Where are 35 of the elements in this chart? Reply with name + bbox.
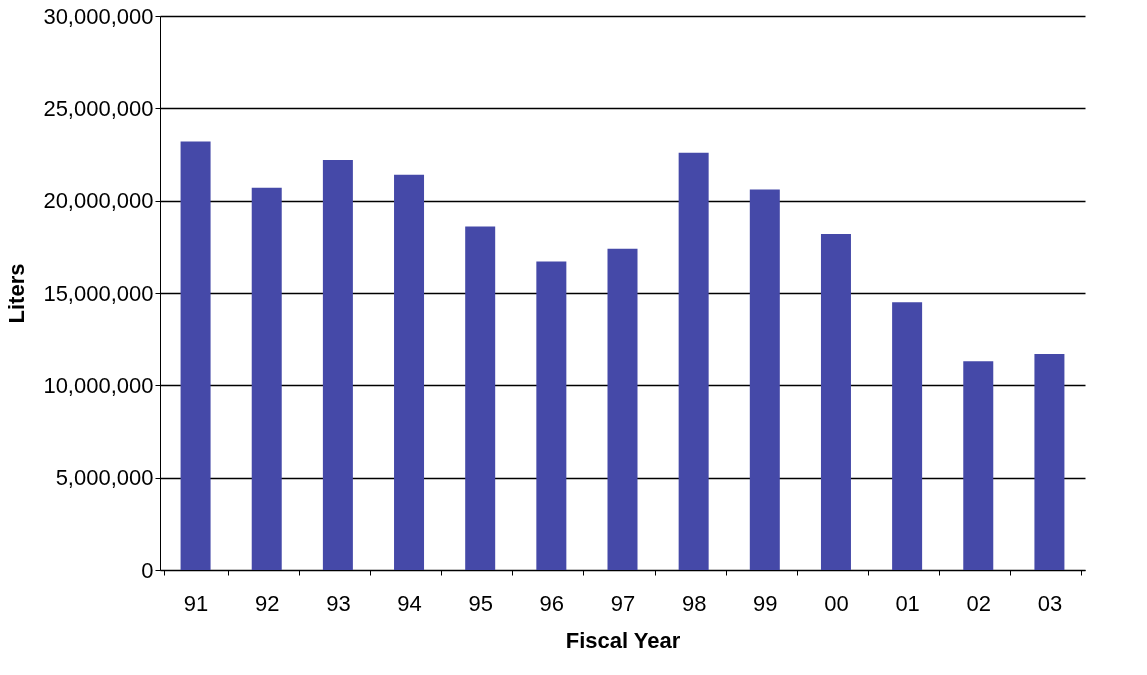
y-tick-label: 5,000,000 bbox=[55, 465, 154, 491]
x-tick-label: 93 bbox=[326, 590, 351, 616]
bar bbox=[251, 187, 282, 570]
bar bbox=[749, 189, 780, 570]
x-tick-label: 92 bbox=[254, 590, 280, 616]
x-tick-label: 91 bbox=[183, 590, 209, 616]
bar bbox=[394, 174, 425, 570]
x-tick-label: 97 bbox=[610, 590, 636, 616]
y-tick-label: 0 bbox=[141, 557, 154, 583]
x-tick-label: 01 bbox=[895, 590, 920, 616]
x-tick-label: 96 bbox=[539, 590, 565, 616]
y-tick-label: 25,000,000 bbox=[43, 95, 154, 121]
bar bbox=[820, 233, 851, 570]
bar bbox=[1034, 353, 1065, 570]
y-tick-label: 10,000,000 bbox=[43, 372, 154, 398]
bar bbox=[892, 302, 923, 570]
y-tick-label: 30,000,000 bbox=[43, 3, 154, 29]
y-tick-label: 15,000,000 bbox=[43, 280, 154, 306]
bar bbox=[322, 160, 353, 570]
x-axis-title: Fiscal Year bbox=[565, 627, 681, 653]
bar bbox=[536, 261, 567, 570]
x-tick-label: 94 bbox=[397, 590, 422, 616]
x-tick-label: 95 bbox=[468, 590, 493, 616]
y-tick-label: 20,000,000 bbox=[43, 188, 154, 214]
y-axis-title: Liters bbox=[4, 263, 30, 324]
x-tick-label: 03 bbox=[1037, 590, 1063, 616]
x-tick-label: 02 bbox=[966, 590, 992, 616]
bar bbox=[678, 152, 709, 570]
x-tick-label: 99 bbox=[753, 590, 778, 616]
bar bbox=[465, 226, 496, 570]
x-tick-label: 00 bbox=[824, 590, 849, 616]
bar bbox=[180, 141, 211, 570]
x-tick-label: 98 bbox=[681, 590, 707, 616]
bar bbox=[607, 248, 638, 570]
bar bbox=[963, 361, 994, 570]
